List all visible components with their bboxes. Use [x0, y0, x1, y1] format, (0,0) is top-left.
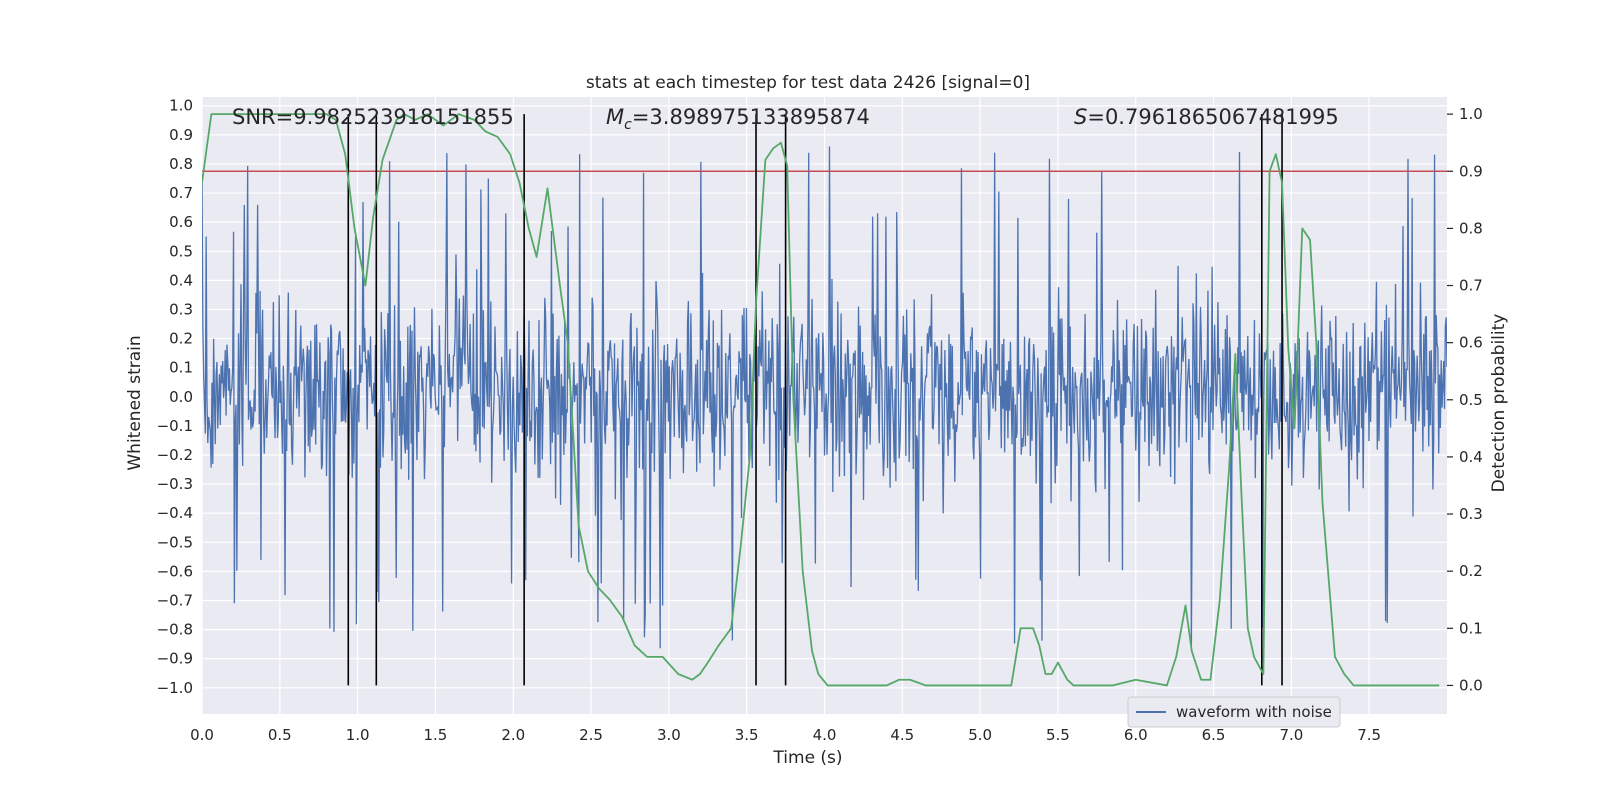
s-value: =0.7961865067481995: [1087, 105, 1338, 129]
snr-annotation: SNR=9.982523918151855: [232, 105, 514, 129]
y-right-tick-label: 0.3: [1459, 505, 1483, 523]
y-left-tick-label: 0.8: [169, 155, 193, 173]
y-left-tick-label: 0.0: [169, 388, 193, 406]
x-tick-label: 3.0: [657, 726, 681, 744]
x-tick-label: 4.5: [890, 726, 914, 744]
x-tick-label: 0.5: [268, 726, 292, 744]
y-right-tick-label: 0.2: [1459, 562, 1483, 580]
chirp-mass-subscript: c: [624, 117, 632, 133]
waveform-line: [202, 146, 1447, 650]
x-axis-label: Time (s): [772, 748, 842, 768]
y-left-tick-label: −0.7: [157, 591, 193, 609]
y-left-tick-label: −0.8: [157, 621, 193, 639]
y-left-tick-label: −0.3: [157, 475, 193, 493]
x-tick-label: 3.5: [735, 726, 759, 744]
chirp-mass-value: =3.898975133895874: [632, 105, 870, 129]
y-left-tick-label: 0.9: [169, 126, 193, 144]
x-tick-label: 1.0: [346, 726, 370, 744]
x-axis-ticks: 0.0 0.5 1.0 1.5 2.0 2.5 3.0 3.5 4.0 4.5 5.0 5.5 6.0 6…: [190, 726, 1381, 744]
x-tick-label: 4.0: [813, 726, 837, 744]
chart-title: stats at each timestep for test data 242…: [586, 73, 1030, 93]
y-right-tick-label: 0.0: [1459, 676, 1483, 694]
y-left-tick-label: 0.5: [169, 242, 193, 260]
x-tick-label: 6.5: [1202, 726, 1226, 744]
x-tick-label: 5.0: [968, 726, 992, 744]
y-left-tick-label: 0.6: [169, 213, 193, 231]
y-right-tick-label: 1.0: [1459, 105, 1483, 123]
probability-line: [202, 113, 1440, 687]
y-right-tick-label: 0.9: [1459, 162, 1483, 180]
chirp-mass-symbol: M: [606, 105, 624, 129]
y-right-axis-label: Detection probability: [1489, 314, 1509, 493]
y-left-axis-ticks: −1.0 −0.9 −0.8 −0.7 −0.6 −0.5 −0.4 −0.3 −0.2 −0.1…: [157, 97, 193, 697]
y-left-tick-label: 1.0: [169, 97, 193, 115]
y-left-tick-label: 0.2: [169, 330, 193, 348]
y-right-tick-label: 0.4: [1459, 448, 1483, 466]
y-left-tick-label: −0.4: [157, 504, 193, 522]
legend-box: [1127, 696, 1341, 728]
x-tick-label: 5.5: [1046, 726, 1070, 744]
vertical-markers: [347, 114, 1283, 686]
x-tick-label: 7.0: [1279, 726, 1303, 744]
s-annotation: S=0.7961865067481995: [1074, 105, 1339, 129]
y-left-tick-label: −1.0: [157, 679, 193, 697]
probability-series: [202, 113, 1440, 687]
legend: waveform with noise: [1127, 696, 1341, 728]
y-left-axis-label: Whitened strain: [125, 335, 145, 470]
x-tick-label: 7.5: [1357, 726, 1381, 744]
y-left-tick-label: 0.1: [169, 359, 193, 377]
chirp-mass-annotation: Mc=3.898975133895874: [606, 105, 870, 133]
y-right-tick-label: 0.7: [1459, 277, 1483, 295]
y-left-tick-label: −0.6: [157, 562, 193, 580]
x-tick-label: 6.0: [1124, 726, 1148, 744]
y-left-tick-label: −0.2: [157, 446, 193, 464]
y-left-tick-label: 0.4: [169, 271, 193, 289]
y-left-tick-label: 0.3: [169, 300, 193, 318]
y-left-tick-label: −0.1: [157, 417, 193, 435]
y-left-tick-label: −0.5: [157, 533, 193, 551]
y-left-tick-label: 0.7: [169, 184, 193, 202]
s-symbol: S: [1074, 105, 1087, 129]
y-right-tick-label: 0.5: [1459, 391, 1483, 409]
y-right-tick-label: 0.6: [1459, 334, 1483, 352]
waveform-series: [202, 146, 1447, 650]
y-right-tick-label: 0.8: [1459, 219, 1483, 237]
y-left-tick-label: −0.9: [157, 650, 193, 668]
x-tick-label: 2.0: [501, 726, 525, 744]
legend-label: waveform with noise: [1176, 703, 1332, 721]
x-tick-label: 2.5: [579, 726, 603, 744]
x-tick-label: 1.5: [424, 726, 448, 744]
x-tick-label: 0.0: [190, 726, 214, 744]
y-right-tick-label: 0.1: [1459, 619, 1483, 637]
y-right-axis-ticks: 0.0 0.1 0.2 0.3 0.4 0.5 0.6 0.7 0.8 0.9 1.0: [1447, 105, 1483, 694]
